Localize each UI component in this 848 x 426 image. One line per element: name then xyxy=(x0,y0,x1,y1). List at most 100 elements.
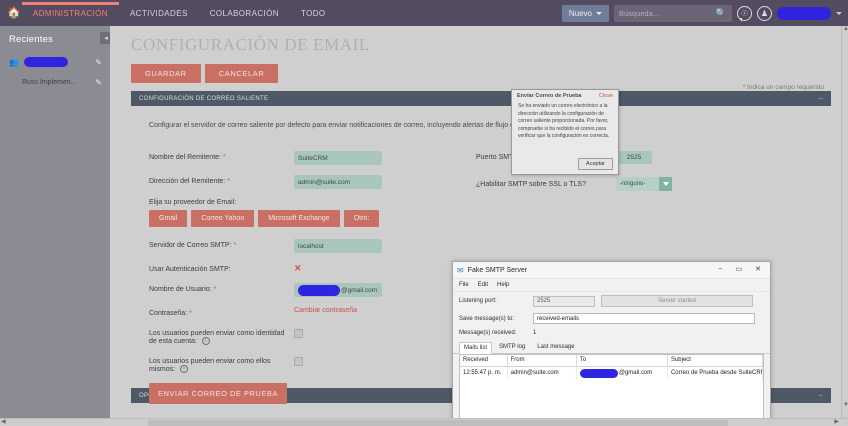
close-icon[interactable]: Close xyxy=(598,93,613,99)
nav-item-label: ADMINISTRACIÓN xyxy=(33,8,108,18)
field-sender-name: Nombre del Remitente: * SuiteCRM xyxy=(149,151,829,165)
outgoing-mail-panel-header[interactable]: CONFIGURACIÓN DE CORREO SALIENTE − xyxy=(131,91,831,106)
provider-button-group: Gmail Correo Yahoo Microsoft Exchange Ot… xyxy=(149,210,829,227)
sidebar-collapse-button[interactable]: ◂ xyxy=(100,32,112,44)
cancel-button[interactable]: CANCELAR xyxy=(204,64,279,83)
scroll-right-icon[interactable]: ▶ xyxy=(834,419,839,425)
cell-to-redacted xyxy=(579,368,618,378)
label-text: Contraseña: xyxy=(149,310,188,317)
send-test-email-button[interactable]: ENVIAR CORREO DE PRUEBA xyxy=(149,383,287,404)
provider-gmail-button[interactable]: Gmail xyxy=(149,210,188,227)
sidebar-item-recent-1[interactable]: 👥 ✎ xyxy=(0,52,110,72)
sender-address-input[interactable]: admin@suite.com xyxy=(294,175,382,189)
provider-other-button[interactable]: Otro: xyxy=(343,210,380,227)
chevron-down-icon[interactable] xyxy=(659,177,672,191)
sender-name-input[interactable]: SuiteCRM xyxy=(294,151,382,165)
smtp-app-icon: ✉ xyxy=(457,265,464,275)
required-note-text: Indica un campo requerido xyxy=(745,84,824,91)
sidebar-item-recent-2[interactable]: Russ Implemen... ✎ xyxy=(0,72,110,92)
send-as-identity-checkbox[interactable] xyxy=(294,329,303,338)
sidebar: Recientes 👥 ✎ Russ Implemen... ✎ xyxy=(0,26,110,426)
collapse-icon[interactable]: − xyxy=(818,390,823,400)
vertical-scrollbar[interactable]: ▲ ▼ xyxy=(841,26,848,418)
column-header-from[interactable]: From xyxy=(508,355,577,366)
server-status-button[interactable]: Server started xyxy=(601,295,753,307)
scroll-left-icon[interactable]: ◀ xyxy=(1,419,6,425)
minimize-icon[interactable]: − xyxy=(718,266,723,273)
username-redacted xyxy=(298,284,340,296)
provider-yahoo-button[interactable]: Correo Yahoo xyxy=(191,210,255,227)
menu-edit[interactable]: Edit xyxy=(477,282,489,288)
change-password-link[interactable]: Cambiar contraseña xyxy=(294,307,358,314)
provider-exchange-button[interactable]: Microsoft Exchange xyxy=(258,210,340,227)
label-text: Puerto SMTP: xyxy=(476,154,520,161)
save-to-input[interactable]: received-emails xyxy=(533,313,755,324)
pencil-icon[interactable]: ✎ xyxy=(95,77,102,87)
smtp-window-titlebar[interactable]: ✉ Fake SMTP Server − ▭ ✕ xyxy=(453,262,770,279)
messages-received-count: 1 xyxy=(533,330,537,336)
collapse-icon[interactable]: − xyxy=(818,93,823,103)
search-placeholder: Búsqueda... xyxy=(619,8,660,18)
smtp-port-input[interactable]: 2525 xyxy=(616,151,652,164)
home-button[interactable]: 🏠 xyxy=(0,7,22,19)
form-left-column: Nombre del Remitente: * SuiteCRM Direcci… xyxy=(149,151,829,404)
column-header-to[interactable]: To xyxy=(577,355,668,366)
table-header-row: Received From To Subject xyxy=(460,355,763,367)
close-icon[interactable]: ✕ xyxy=(755,266,761,273)
nav-item-administracion[interactable]: ADMINISTRACIÓN xyxy=(22,1,119,25)
menu-help[interactable]: Help xyxy=(497,282,510,288)
chevron-down-icon[interactable] xyxy=(836,11,842,15)
smtp-auth-checkbox-x-icon[interactable]: ✕ xyxy=(294,263,302,273)
field-smtp-auth: Usar Autenticación SMTP: ✕ xyxy=(149,263,829,273)
required-star: * xyxy=(189,310,192,317)
nav-item-actividades[interactable]: ACTIVIDADES xyxy=(119,2,199,25)
chevron-down-icon xyxy=(596,11,602,15)
tab-last-message[interactable]: Last message xyxy=(537,344,575,350)
smtp-save-to-row: Save message(s) to: received-emails xyxy=(453,310,770,327)
sidebar-item-label: Russ Implemen... xyxy=(22,78,77,86)
required-star: * xyxy=(233,242,237,249)
user-avatar-icon[interactable]: ♟ xyxy=(757,5,772,21)
scroll-thumb[interactable] xyxy=(148,420,728,426)
label-text: Nombre del Remitente: xyxy=(149,154,221,161)
column-header-subject[interactable]: Subject xyxy=(668,355,763,366)
nav-item-label: ACTIVIDADES xyxy=(129,8,188,18)
username-redacted[interactable] xyxy=(777,6,831,20)
sidebar-title: Recientes xyxy=(9,34,54,45)
page-title: CONFIGURACIÓN DE EMAIL xyxy=(131,35,370,54)
modal-body-text: Se ha enviado un correo electrónico a la… xyxy=(518,103,610,139)
pencil-icon[interactable]: ✎ xyxy=(95,57,102,67)
bell-glyph: ☉ xyxy=(740,8,749,18)
info-icon[interactable]: i xyxy=(180,365,189,373)
horizontal-scrollbar[interactable]: ◀ ▶ xyxy=(0,418,848,426)
ssl-tls-select[interactable]: -ninguno- xyxy=(616,177,672,191)
field-label: Usar Autenticación SMTP: xyxy=(149,266,231,273)
smtp-server-input[interactable]: localhost xyxy=(294,239,382,253)
save-button[interactable]: GUARDAR xyxy=(131,64,201,83)
tab-mails-list[interactable]: Mails list xyxy=(459,342,493,354)
search-input[interactable]: Búsqueda... 🔍 xyxy=(614,4,732,22)
notification-bell-icon[interactable]: ☉ xyxy=(737,5,752,22)
cell-from: admin@suite.com xyxy=(508,367,577,379)
tab-smtp-log[interactable]: SMTP log xyxy=(499,344,526,350)
send-as-themselves-checkbox[interactable] xyxy=(294,357,303,366)
field-sender-address: Dirección del Remitente: * admin@suite.c… xyxy=(149,175,829,189)
field-smtp-server: Servidor de Correo SMTP: * localhost xyxy=(149,239,829,253)
scroll-up-icon[interactable]: ▲ xyxy=(843,26,848,32)
modal-accept-button[interactable]: Aceptar xyxy=(578,158,613,170)
scroll-down-icon[interactable]: ▼ xyxy=(843,402,848,408)
username-input[interactable]: @gmail.com xyxy=(294,283,382,297)
column-header-received[interactable]: Received xyxy=(460,355,508,366)
new-button[interactable]: Nuevo xyxy=(561,4,609,22)
cell-received: 12:55:47 p. m. xyxy=(460,367,508,379)
listening-port-input[interactable]: 2525 xyxy=(533,295,595,307)
maximize-icon[interactable]: ▭ xyxy=(735,266,743,273)
nav-item-colaboracion[interactable]: COLABORACIÓN xyxy=(199,2,290,25)
info-icon[interactable]: i xyxy=(201,337,210,345)
table-row[interactable]: 12:55:47 p. m. admin@suite.com @gmail.co… xyxy=(460,367,763,379)
menu-file[interactable]: File xyxy=(459,282,469,288)
nav-item-todo[interactable]: TODO xyxy=(290,2,337,25)
smtp-tab-bar: Mails list SMTP log Last message xyxy=(453,339,770,354)
search-icon[interactable]: 🔍 xyxy=(715,7,727,18)
label-text: Nombre de Usuario: xyxy=(149,286,212,293)
